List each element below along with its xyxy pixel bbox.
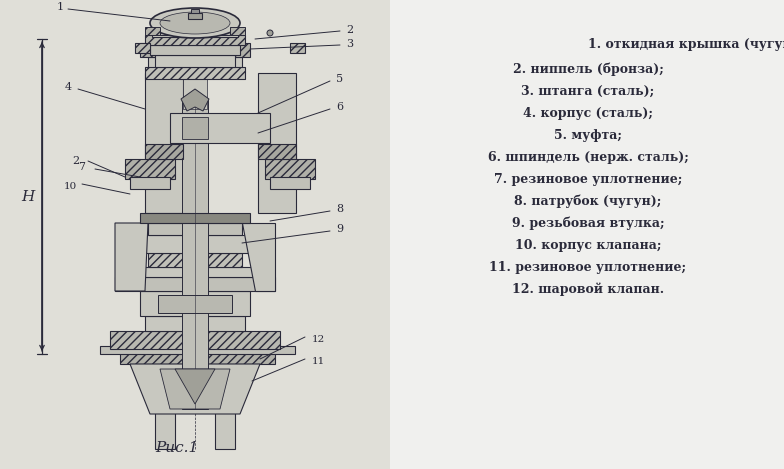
- Bar: [130, 235, 260, 253]
- Ellipse shape: [160, 12, 230, 34]
- Bar: [188, 13, 202, 19]
- Bar: [115, 277, 275, 291]
- Bar: [0, 0, 390, 469]
- Bar: [145, 73, 183, 213]
- Polygon shape: [160, 369, 230, 409]
- Bar: [170, 113, 270, 143]
- Bar: [290, 43, 305, 53]
- Bar: [145, 67, 245, 79]
- Bar: [158, 295, 232, 313]
- Bar: [140, 291, 250, 316]
- Text: 8: 8: [336, 204, 343, 214]
- Bar: [120, 352, 275, 364]
- Text: 12. шаровой клапан.: 12. шаровой клапан.: [512, 282, 664, 296]
- Text: 2. ниппель (бронза);: 2. ниппель (бронза);: [513, 62, 663, 76]
- Bar: [145, 27, 160, 35]
- Bar: [390, 0, 784, 469]
- Text: 9: 9: [336, 224, 343, 234]
- Text: H: H: [21, 189, 34, 204]
- Bar: [135, 43, 150, 53]
- Bar: [125, 159, 175, 179]
- Text: 12: 12: [311, 334, 325, 343]
- Bar: [100, 346, 295, 354]
- Bar: [145, 35, 245, 45]
- Bar: [230, 27, 245, 35]
- Text: 6. шпиндель (нерж. сталь);: 6. шпиндель (нерж. сталь);: [488, 151, 688, 164]
- Text: 3: 3: [347, 39, 354, 49]
- Text: 6: 6: [336, 102, 343, 112]
- Text: 2: 2: [347, 25, 354, 35]
- Polygon shape: [182, 117, 208, 139]
- Bar: [258, 144, 296, 159]
- Bar: [148, 253, 242, 267]
- Text: 10: 10: [64, 182, 77, 190]
- Bar: [148, 57, 242, 73]
- Bar: [130, 267, 260, 277]
- Text: 1: 1: [56, 2, 64, 12]
- Text: 2: 2: [72, 156, 79, 166]
- Text: 7: 7: [78, 162, 85, 172]
- Polygon shape: [130, 364, 260, 414]
- Text: 9. резьбовая втулка;: 9. резьбовая втулка;: [512, 216, 664, 230]
- Text: 3. штанга (сталь);: 3. штанга (сталь);: [521, 84, 655, 98]
- Text: 8. патрубок (чугун);: 8. патрубок (чугун);: [514, 194, 662, 208]
- Bar: [110, 331, 280, 349]
- Bar: [145, 144, 183, 159]
- Polygon shape: [115, 223, 148, 291]
- Text: 5. муфта;: 5. муфта;: [554, 129, 622, 142]
- Polygon shape: [242, 223, 275, 291]
- Bar: [191, 9, 199, 13]
- Bar: [160, 27, 230, 35]
- Ellipse shape: [267, 30, 273, 36]
- Text: 7. резиновое уплотнение;: 7. резиновое уплотнение;: [494, 173, 682, 186]
- Bar: [270, 177, 310, 189]
- Bar: [140, 213, 250, 223]
- Text: 1. откидная крышка (чугунная или полиэтиленовая);: 1. откидная крышка (чугунная или полиэти…: [588, 38, 784, 51]
- Bar: [155, 55, 235, 67]
- Bar: [130, 177, 170, 189]
- Bar: [148, 223, 242, 235]
- Text: 5: 5: [336, 74, 343, 84]
- Text: 11: 11: [311, 356, 325, 365]
- Bar: [265, 159, 315, 179]
- Text: 11. резиновое уплотнение;: 11. резиновое уплотнение;: [489, 260, 687, 273]
- Bar: [152, 29, 238, 37]
- Bar: [155, 359, 175, 449]
- Polygon shape: [181, 89, 209, 111]
- Text: 4: 4: [64, 82, 71, 92]
- Bar: [140, 43, 250, 57]
- Ellipse shape: [150, 8, 240, 38]
- Text: 4. корпус (сталь);: 4. корпус (сталь);: [523, 106, 653, 120]
- Polygon shape: [175, 369, 215, 404]
- Text: Рис.1: Рис.1: [154, 441, 198, 455]
- Text: 10. корпус клапана;: 10. корпус клапана;: [515, 239, 661, 251]
- Bar: [182, 99, 208, 409]
- Bar: [183, 79, 207, 109]
- Bar: [145, 316, 245, 331]
- Bar: [150, 45, 240, 55]
- Bar: [258, 73, 296, 213]
- Bar: [215, 359, 235, 449]
